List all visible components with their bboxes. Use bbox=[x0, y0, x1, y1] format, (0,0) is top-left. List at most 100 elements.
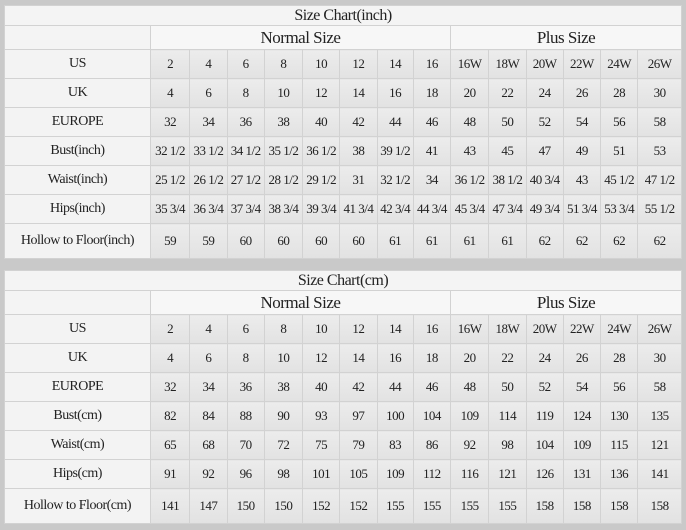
chart-title: Size Chart(cm) bbox=[4, 270, 682, 291]
table-cell: 25 1/2 bbox=[149, 165, 191, 195]
table-cell: 60 bbox=[339, 223, 378, 259]
corner-cell bbox=[4, 290, 151, 315]
row-label: Hollow to Floor(inch) bbox=[4, 223, 151, 259]
size-chart-inch-table: Size Chart(inch) Normal Size Plus Size US 2 4… bbox=[4, 5, 682, 259]
table-cell: 98 bbox=[488, 430, 527, 460]
table-cell: 155 bbox=[376, 488, 414, 524]
table-cell: 10 bbox=[263, 343, 304, 373]
table-cell: 158 bbox=[637, 488, 682, 524]
table-cell: 12 bbox=[339, 49, 378, 79]
row-label: Waist(inch) bbox=[4, 165, 151, 195]
table-cell: 92 bbox=[449, 430, 490, 460]
table-cell: 44 bbox=[376, 372, 414, 402]
table-cell: 28 1/2 bbox=[263, 165, 304, 195]
table-cell: 20 bbox=[449, 343, 490, 373]
table-cell: 54 bbox=[562, 107, 602, 137]
table-cell: 52 bbox=[525, 372, 564, 402]
table-row: US 2 4 6 8 10 12 14 16 16W 18W 20W 22W 24W 26W bbox=[4, 49, 682, 79]
table-row: Bust(inch) 32 1/2 33 1/2 34 1/2 35 1/2 36 1/2… bbox=[4, 136, 682, 166]
table-cell: 24 bbox=[525, 78, 564, 108]
table-cell: 158 bbox=[525, 488, 564, 524]
table-cell: 8 bbox=[226, 78, 265, 108]
corner-cell bbox=[4, 25, 151, 50]
table-cell: 50 bbox=[488, 107, 527, 137]
table-cell: 68 bbox=[189, 430, 228, 460]
table-cell: 18 bbox=[412, 343, 452, 373]
table-cell: 26W bbox=[637, 49, 682, 79]
table-cell: 56 bbox=[600, 107, 639, 137]
table-cell: 26W bbox=[637, 314, 682, 344]
table-cell: 26 bbox=[562, 343, 602, 373]
table-cell: 2 bbox=[149, 49, 191, 79]
table-cell: 54 bbox=[562, 372, 602, 402]
row-label: EUROPE bbox=[4, 372, 151, 402]
row-label: UK bbox=[4, 78, 151, 108]
row-label: Waist(cm) bbox=[4, 430, 151, 460]
table-cell: 98 bbox=[263, 459, 304, 489]
table-cell: 130 bbox=[600, 401, 639, 431]
table-cell: 28 bbox=[600, 78, 639, 108]
table-cell: 22 bbox=[488, 343, 527, 373]
table-cell: 93 bbox=[302, 401, 341, 431]
row-label: US bbox=[4, 49, 151, 79]
table-cell: 131 bbox=[562, 459, 602, 489]
table-cell: 14 bbox=[339, 343, 378, 373]
group-normal-size: Normal Size bbox=[149, 25, 452, 50]
row-label: Hips(inch) bbox=[4, 194, 151, 224]
table-cell: 124 bbox=[562, 401, 602, 431]
table-cell: 109 bbox=[449, 401, 490, 431]
chart-title: Size Chart(inch) bbox=[4, 5, 682, 26]
table-cell: 62 bbox=[525, 223, 564, 259]
table-cell: 83 bbox=[376, 430, 414, 460]
table-cell: 36 bbox=[226, 107, 265, 137]
table-cell: 104 bbox=[412, 401, 452, 431]
table-cell: 42 3/4 bbox=[376, 194, 414, 224]
table-cell: 40 bbox=[302, 372, 341, 402]
row-label: UK bbox=[4, 343, 151, 373]
table-cell: 58 bbox=[637, 372, 682, 402]
table-cell: 101 bbox=[302, 459, 341, 489]
table-cell: 152 bbox=[302, 488, 341, 524]
table-cell: 44 bbox=[376, 107, 414, 137]
table-cell: 135 bbox=[637, 401, 682, 431]
table-cell: 60 bbox=[226, 223, 265, 259]
table-cell: 10 bbox=[302, 49, 341, 79]
table-cell: 119 bbox=[525, 401, 564, 431]
table-cell: 62 bbox=[600, 223, 639, 259]
group-row: Normal Size Plus Size bbox=[4, 290, 682, 315]
table-cell: 60 bbox=[263, 223, 304, 259]
table-cell: 32 bbox=[149, 107, 191, 137]
table-cell: 150 bbox=[226, 488, 265, 524]
table-cell: 61 bbox=[376, 223, 414, 259]
table-cell: 12 bbox=[302, 343, 341, 373]
table-cell: 40 3/4 bbox=[525, 165, 564, 195]
table-cell: 141 bbox=[637, 459, 682, 489]
table-cell: 72 bbox=[263, 430, 304, 460]
table-cell: 22W bbox=[562, 49, 602, 79]
table-cell: 51 bbox=[600, 136, 639, 166]
table-cell: 4 bbox=[149, 78, 191, 108]
table-cell: 40 bbox=[302, 107, 341, 137]
table-cell: 79 bbox=[339, 430, 378, 460]
table-cell: 12 bbox=[339, 314, 378, 344]
table-cell: 34 bbox=[189, 372, 228, 402]
table-cell: 43 bbox=[562, 165, 602, 195]
table-cell: 49 bbox=[562, 136, 602, 166]
table-cell: 36 1/2 bbox=[450, 165, 490, 195]
table-cell: 92 bbox=[189, 459, 228, 489]
table-cell: 42 bbox=[339, 107, 378, 137]
table-row: US 2 4 6 8 10 12 14 16 16W 18W 20W 22W 24W 26W bbox=[4, 314, 682, 344]
table-cell: 34 bbox=[412, 165, 452, 195]
table-cell: 22 bbox=[488, 78, 527, 108]
table-cell: 16 bbox=[376, 343, 414, 373]
table-cell: 35 3/4 bbox=[149, 194, 191, 224]
table-cell: 30 bbox=[637, 78, 682, 108]
table-cell: 49 3/4 bbox=[525, 194, 564, 224]
table-cell: 61 bbox=[488, 223, 527, 259]
table-cell: 121 bbox=[488, 459, 527, 489]
table-cell: 70 bbox=[226, 430, 265, 460]
table-cell: 18W bbox=[488, 49, 527, 79]
table-cell: 158 bbox=[562, 488, 602, 524]
table-cell: 20 bbox=[450, 78, 490, 108]
table-cell: 114 bbox=[488, 401, 527, 431]
